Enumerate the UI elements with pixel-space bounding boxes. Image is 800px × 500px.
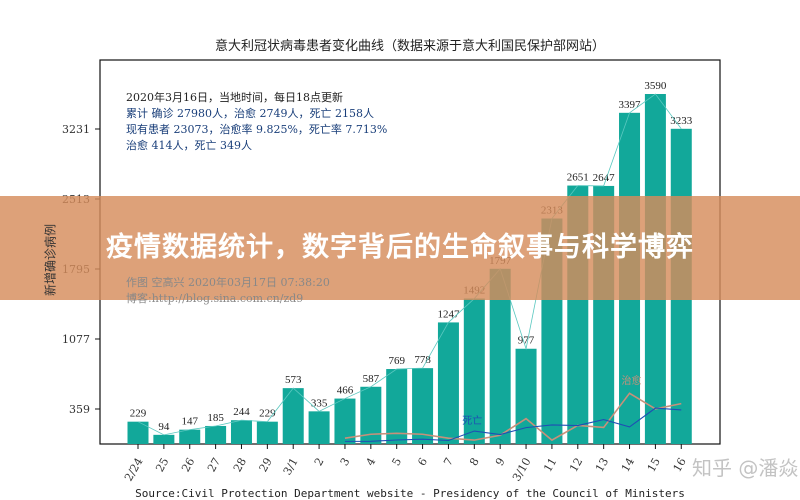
x-tick-label: 29 (257, 456, 275, 475)
credit-line: 作图 空高兴 2020年03月17日 07:38:20 (126, 276, 330, 289)
y-tick-label: 1077 (62, 333, 90, 346)
bar-value-label: 466 (337, 385, 354, 397)
bar (179, 429, 201, 444)
bar-value-label: 335 (311, 397, 328, 409)
x-tick-label: 15 (645, 456, 663, 475)
bar-value-label: 147 (181, 416, 198, 428)
bar-value-label: 3397 (619, 99, 642, 111)
author-credit: 作图 空高兴 2020年03月17日 07:38:20 博客:http://bl… (126, 275, 330, 307)
x-tick-label: 9 (493, 456, 508, 469)
x-tick-label: 11 (541, 456, 559, 475)
bar (308, 411, 330, 444)
bar-value-label: 94 (158, 421, 170, 433)
bar-value-label: 2647 (593, 172, 616, 184)
y-tick-label: 359 (69, 403, 90, 416)
credit-line: 博客:http://blog.sina.com.cn/zd9 (126, 292, 304, 305)
bar-value-label: 229 (130, 408, 147, 420)
bar (334, 398, 356, 444)
bar-value-label: 573 (285, 374, 302, 386)
x-tick-label: 26 (179, 456, 197, 475)
bar (230, 420, 252, 444)
series-label-recovered: 治愈 (622, 374, 642, 387)
watermark: 知乎 @潘焱 (692, 456, 799, 480)
bar (412, 368, 434, 444)
bar-value-label: 977 (518, 335, 535, 347)
chart-title: 意大利冠状病毒患者变化曲线（数据来源于意大利国民保护部网站） (215, 38, 605, 54)
bar-value-label: 3233 (670, 115, 693, 127)
x-tick-label: 8 (467, 456, 482, 469)
x-tick-label: 27 (205, 456, 223, 475)
y-axis-label: 新增确诊病例 (43, 223, 58, 297)
annotation-line: 现有患者 23073，治愈率 9.825%，死亡率 7.713% (126, 123, 388, 136)
bar (437, 322, 459, 444)
bar (463, 298, 485, 444)
bar (489, 268, 511, 444)
annotation-line: 2020年3月16日，当地时间，每日18点更新 (126, 91, 343, 104)
x-tick-label: 2/24 (122, 456, 146, 484)
x-tick-label: 12 (567, 456, 585, 475)
series-label-deaths: 死亡 (462, 414, 482, 427)
x-tick-label: 3 (338, 456, 353, 469)
summary-annotation: 2020年3月16日，当地时间，每日18点更新 累计 确诊 27980人，治愈 … (126, 90, 387, 154)
bar (205, 425, 227, 444)
line-series (344, 407, 682, 442)
bar-value-label: 587 (363, 373, 380, 385)
headline-banner: 疫情数据统计，数字背后的生命叙事与科学博弈 (0, 196, 800, 300)
bar (282, 388, 304, 444)
bar (153, 434, 175, 444)
x-tick-label: 3/10 (510, 456, 534, 484)
y-tick-label: 3231 (62, 123, 90, 136)
bar (127, 421, 149, 444)
bar (256, 421, 278, 444)
bar (386, 369, 408, 444)
bar-value-label: 3590 (644, 80, 667, 92)
headline-text: 疫情数据统计，数字背后的生命叙事与科学博弈 (106, 232, 694, 263)
bar-top-trend-line (137, 93, 682, 436)
bar-value-label: 769 (388, 355, 405, 367)
annotation-line: 治愈 414人，死亡 349人 (126, 139, 252, 152)
bar-value-label: 244 (233, 406, 250, 418)
line-series (344, 392, 682, 442)
x-tick-label: 4 (364, 456, 379, 469)
x-tick-label: 28 (231, 456, 249, 475)
bar-value-label: 229 (259, 408, 276, 420)
x-tick-label: 5 (390, 456, 405, 469)
annotation-line: 累计 确诊 27980人，治愈 2749人，死亡 2158人 (126, 107, 374, 120)
bar (360, 386, 382, 444)
x-tick-label: 2 (312, 456, 327, 469)
x-tick-label: 13 (593, 456, 611, 475)
bar-value-label: 778 (414, 354, 431, 366)
x-tick-label: 7 (441, 456, 456, 469)
x-tick-label: 6 (415, 456, 430, 469)
x-tick-label: 3/1 (281, 456, 301, 478)
bar-value-label: 185 (207, 412, 224, 424)
x-tick-label: 16 (671, 456, 689, 475)
bar (515, 348, 537, 444)
x-tick-label: 14 (619, 456, 637, 475)
bar-value-label: 2651 (567, 172, 589, 184)
x-tick-label: 25 (153, 456, 171, 475)
source-note: Source:Civil Protection Department websi… (135, 487, 685, 500)
